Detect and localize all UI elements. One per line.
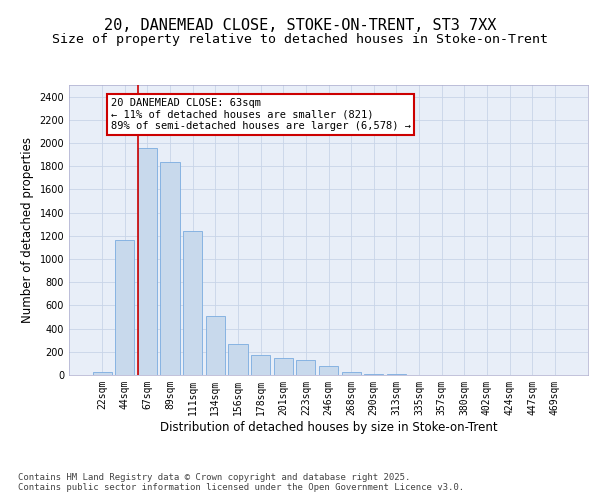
Text: 20 DANEMEAD CLOSE: 63sqm
← 11% of detached houses are smaller (821)
89% of semi-: 20 DANEMEAD CLOSE: 63sqm ← 11% of detach… <box>111 98 411 131</box>
Bar <box>206 316 225 375</box>
Bar <box>341 372 361 375</box>
Bar <box>160 162 180 375</box>
Bar <box>92 372 112 375</box>
Bar <box>387 374 406 375</box>
Bar <box>274 358 293 375</box>
X-axis label: Distribution of detached houses by size in Stoke-on-Trent: Distribution of detached houses by size … <box>160 420 497 434</box>
Bar <box>229 344 248 375</box>
Bar <box>183 231 202 375</box>
Bar <box>296 360 316 375</box>
Bar <box>115 240 134 375</box>
Bar <box>364 374 383 375</box>
Text: 20, DANEMEAD CLOSE, STOKE-ON-TRENT, ST3 7XX: 20, DANEMEAD CLOSE, STOKE-ON-TRENT, ST3 … <box>104 18 496 32</box>
Y-axis label: Number of detached properties: Number of detached properties <box>21 137 34 323</box>
Text: Contains HM Land Registry data © Crown copyright and database right 2025.
Contai: Contains HM Land Registry data © Crown c… <box>18 472 464 492</box>
Bar <box>251 356 270 375</box>
Bar <box>138 148 157 375</box>
Text: Size of property relative to detached houses in Stoke-on-Trent: Size of property relative to detached ho… <box>52 32 548 46</box>
Bar <box>319 366 338 375</box>
